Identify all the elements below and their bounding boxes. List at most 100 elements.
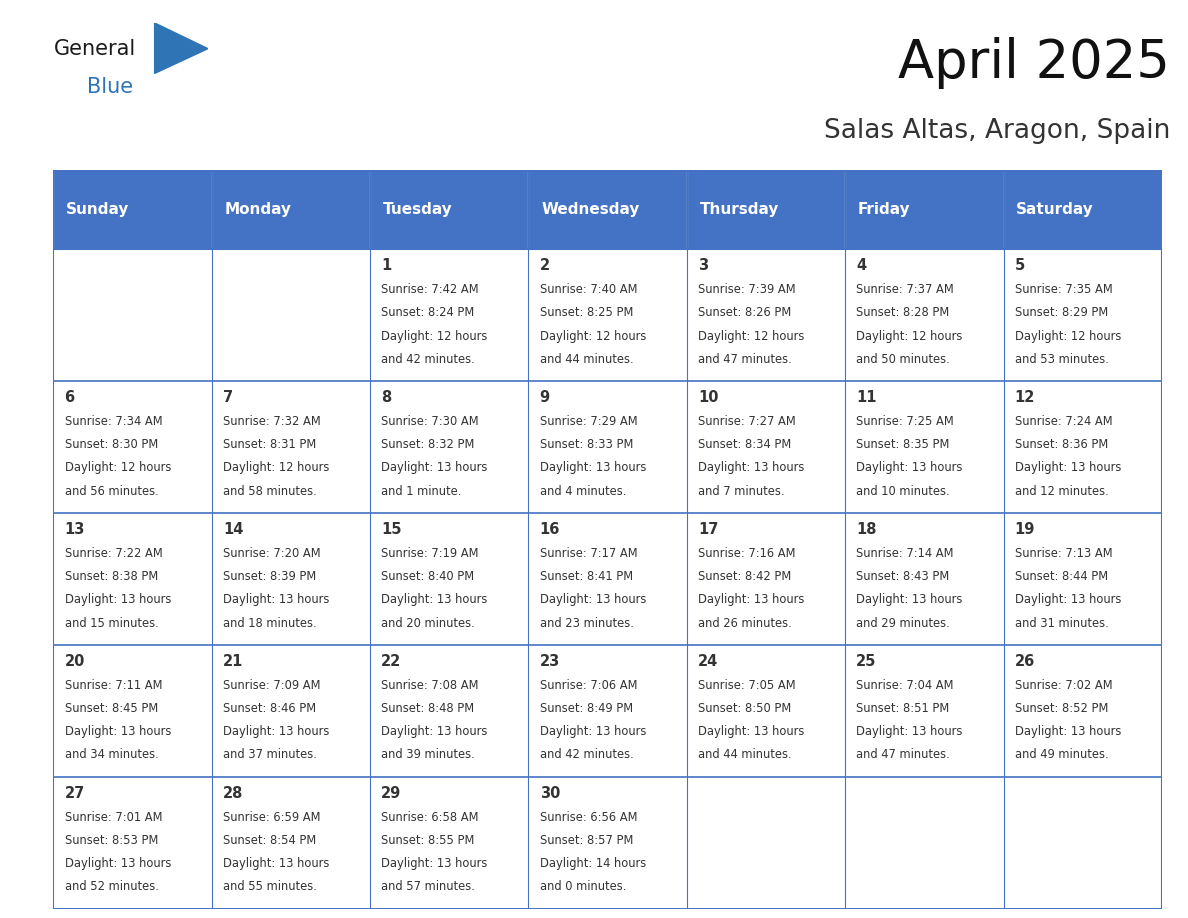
Text: and 31 minutes.: and 31 minutes. xyxy=(1015,617,1108,630)
Text: Sunrise: 7:40 AM: Sunrise: 7:40 AM xyxy=(539,284,637,297)
Text: Daylight: 13 hours: Daylight: 13 hours xyxy=(857,725,962,738)
Text: Daylight: 12 hours: Daylight: 12 hours xyxy=(381,330,487,342)
Text: Sunset: 8:54 PM: Sunset: 8:54 PM xyxy=(223,834,316,847)
Text: and 47 minutes.: and 47 minutes. xyxy=(697,353,791,365)
Bar xyxy=(529,777,687,909)
Text: 10: 10 xyxy=(697,390,719,405)
Text: Sunset: 8:57 PM: Sunset: 8:57 PM xyxy=(539,834,633,847)
Text: Sunrise: 7:42 AM: Sunrise: 7:42 AM xyxy=(381,284,479,297)
Text: Sunset: 8:31 PM: Sunset: 8:31 PM xyxy=(223,439,316,452)
Text: 16: 16 xyxy=(539,522,560,537)
Text: Daylight: 13 hours: Daylight: 13 hours xyxy=(223,593,329,607)
Text: Sunset: 8:26 PM: Sunset: 8:26 PM xyxy=(697,307,791,319)
Text: Sunrise: 7:01 AM: Sunrise: 7:01 AM xyxy=(64,812,162,824)
Text: Daylight: 12 hours: Daylight: 12 hours xyxy=(857,330,962,342)
Text: Sunrise: 6:58 AM: Sunrise: 6:58 AM xyxy=(381,812,479,824)
Text: Sunset: 8:29 PM: Sunset: 8:29 PM xyxy=(1015,307,1108,319)
Text: 7: 7 xyxy=(223,390,233,405)
Text: Sunset: 8:53 PM: Sunset: 8:53 PM xyxy=(64,834,158,847)
Text: Sunrise: 7:13 AM: Sunrise: 7:13 AM xyxy=(1015,547,1112,560)
Text: Wednesday: Wednesday xyxy=(542,202,639,217)
Text: and 7 minutes.: and 7 minutes. xyxy=(697,485,784,498)
Text: and 49 minutes.: and 49 minutes. xyxy=(1015,748,1108,762)
Text: Sunrise: 7:29 AM: Sunrise: 7:29 AM xyxy=(539,415,637,429)
Text: Monday: Monday xyxy=(225,202,291,217)
Text: 21: 21 xyxy=(223,655,244,669)
Text: Daylight: 13 hours: Daylight: 13 hours xyxy=(223,725,329,738)
Bar xyxy=(1004,644,1162,777)
Text: and 39 minutes.: and 39 minutes. xyxy=(381,748,475,762)
Text: Daylight: 13 hours: Daylight: 13 hours xyxy=(381,725,487,738)
Bar xyxy=(687,644,845,777)
Text: and 34 minutes.: and 34 minutes. xyxy=(64,748,158,762)
Bar xyxy=(211,381,371,513)
Text: and 29 minutes.: and 29 minutes. xyxy=(857,617,950,630)
Text: Sunset: 8:24 PM: Sunset: 8:24 PM xyxy=(381,307,474,319)
Text: Sunrise: 7:17 AM: Sunrise: 7:17 AM xyxy=(539,547,637,560)
Text: Sunrise: 7:11 AM: Sunrise: 7:11 AM xyxy=(64,679,162,692)
Text: Sunrise: 7:32 AM: Sunrise: 7:32 AM xyxy=(223,415,321,429)
Bar xyxy=(529,249,687,381)
Text: Daylight: 13 hours: Daylight: 13 hours xyxy=(64,725,171,738)
Text: Sunrise: 6:56 AM: Sunrise: 6:56 AM xyxy=(539,812,637,824)
Bar xyxy=(53,381,211,513)
Text: Sunrise: 7:14 AM: Sunrise: 7:14 AM xyxy=(857,547,954,560)
Text: 1: 1 xyxy=(381,258,392,274)
Text: Sunrise: 7:05 AM: Sunrise: 7:05 AM xyxy=(697,679,796,692)
Text: Salas Altas, Aragon, Spain: Salas Altas, Aragon, Spain xyxy=(823,118,1170,144)
Text: Daylight: 13 hours: Daylight: 13 hours xyxy=(381,857,487,870)
Text: 15: 15 xyxy=(381,522,402,537)
Bar xyxy=(211,170,371,249)
Text: Sunset: 8:46 PM: Sunset: 8:46 PM xyxy=(223,702,316,715)
Text: Sunday: Sunday xyxy=(67,202,129,217)
Text: 14: 14 xyxy=(223,522,244,537)
Text: Daylight: 12 hours: Daylight: 12 hours xyxy=(1015,330,1121,342)
Text: Sunset: 8:52 PM: Sunset: 8:52 PM xyxy=(1015,702,1108,715)
Text: Daylight: 13 hours: Daylight: 13 hours xyxy=(539,462,646,475)
Bar xyxy=(211,249,371,381)
Bar xyxy=(371,644,529,777)
Bar xyxy=(529,381,687,513)
Text: Daylight: 13 hours: Daylight: 13 hours xyxy=(857,462,962,475)
Bar xyxy=(53,249,211,381)
Text: Sunset: 8:40 PM: Sunset: 8:40 PM xyxy=(381,570,474,583)
Text: and 42 minutes.: and 42 minutes. xyxy=(381,353,475,365)
Text: Sunset: 8:41 PM: Sunset: 8:41 PM xyxy=(539,570,633,583)
Text: Sunrise: 7:06 AM: Sunrise: 7:06 AM xyxy=(539,679,637,692)
Text: Sunset: 8:55 PM: Sunset: 8:55 PM xyxy=(381,834,474,847)
Text: Friday: Friday xyxy=(858,202,910,217)
Bar xyxy=(845,777,1004,909)
Text: and 50 minutes.: and 50 minutes. xyxy=(857,353,950,365)
Text: Sunset: 8:36 PM: Sunset: 8:36 PM xyxy=(1015,439,1108,452)
Text: Sunset: 8:50 PM: Sunset: 8:50 PM xyxy=(697,702,791,715)
Bar xyxy=(371,249,529,381)
Text: Daylight: 13 hours: Daylight: 13 hours xyxy=(697,593,804,607)
Bar xyxy=(371,777,529,909)
Text: 6: 6 xyxy=(64,390,75,405)
Bar xyxy=(53,777,211,909)
Text: and 52 minutes.: and 52 minutes. xyxy=(64,880,158,893)
Bar xyxy=(529,513,687,644)
Bar xyxy=(371,513,529,644)
Text: Sunrise: 6:59 AM: Sunrise: 6:59 AM xyxy=(223,812,321,824)
Text: and 55 minutes.: and 55 minutes. xyxy=(223,880,317,893)
Text: and 44 minutes.: and 44 minutes. xyxy=(539,353,633,365)
Text: and 1 minute.: and 1 minute. xyxy=(381,485,462,498)
Text: Sunset: 8:51 PM: Sunset: 8:51 PM xyxy=(857,702,949,715)
Text: Sunrise: 7:04 AM: Sunrise: 7:04 AM xyxy=(857,679,954,692)
Text: Daylight: 13 hours: Daylight: 13 hours xyxy=(64,857,171,870)
Text: Sunrise: 7:39 AM: Sunrise: 7:39 AM xyxy=(697,284,796,297)
Text: Sunrise: 7:16 AM: Sunrise: 7:16 AM xyxy=(697,547,796,560)
Text: 18: 18 xyxy=(857,522,877,537)
Bar xyxy=(371,381,529,513)
Text: Sunset: 8:44 PM: Sunset: 8:44 PM xyxy=(1015,570,1107,583)
Bar xyxy=(1004,249,1162,381)
Text: 26: 26 xyxy=(1015,655,1035,669)
Text: Daylight: 13 hours: Daylight: 13 hours xyxy=(697,462,804,475)
Text: and 37 minutes.: and 37 minutes. xyxy=(223,748,317,762)
Text: 23: 23 xyxy=(539,655,560,669)
Text: Daylight: 12 hours: Daylight: 12 hours xyxy=(64,462,171,475)
Text: Daylight: 12 hours: Daylight: 12 hours xyxy=(697,330,804,342)
Text: 19: 19 xyxy=(1015,522,1035,537)
Text: Sunrise: 7:30 AM: Sunrise: 7:30 AM xyxy=(381,415,479,429)
